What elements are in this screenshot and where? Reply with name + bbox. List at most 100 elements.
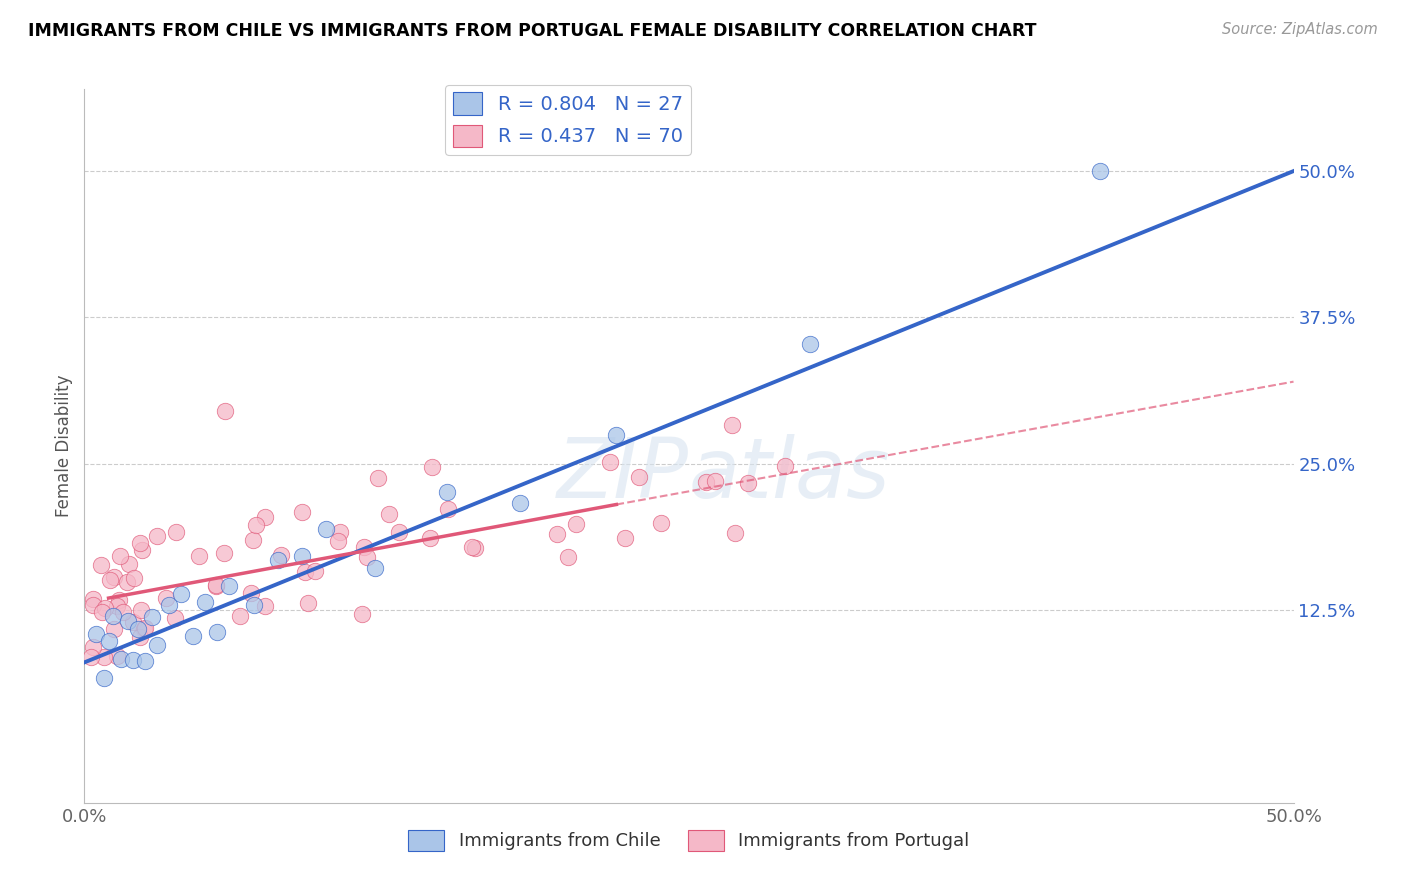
Point (90, 558, 112, 572)
Point (212, 546, 235, 560)
Point (187, 549, 209, 563)
Point (565, 516, 588, 531)
Point (121, 615, 143, 629)
Point (91, 605, 114, 619)
Text: Source: ZipAtlas.com: Source: ZipAtlas.com (1222, 22, 1378, 37)
Point (254, 509, 277, 524)
Point (132, 622, 155, 636)
Point (509, 496, 531, 510)
Point (436, 484, 458, 499)
Point (127, 622, 149, 636)
Point (86, 627, 108, 641)
Point (111, 605, 134, 619)
Point (134, 654, 156, 668)
Point (253, 599, 276, 613)
Point (103, 608, 125, 623)
Point (103, 570, 125, 584)
Point (82, 599, 104, 613)
Point (163, 611, 186, 625)
Text: atlas: atlas (689, 434, 890, 515)
Point (464, 541, 486, 556)
Point (724, 526, 747, 541)
Point (1088, 164, 1111, 178)
Point (165, 524, 187, 539)
Point (103, 622, 125, 636)
Point (82, 592, 104, 607)
Point (229, 608, 252, 623)
Point (79, 650, 101, 665)
Point (204, 579, 226, 593)
Point (134, 621, 156, 635)
Point (650, 516, 672, 530)
Point (242, 599, 264, 613)
Point (367, 471, 389, 485)
Point (93, 649, 115, 664)
Point (128, 630, 150, 644)
Point (82, 640, 104, 654)
Point (420, 459, 443, 474)
Point (108, 593, 131, 607)
Point (129, 603, 152, 617)
Point (108, 549, 131, 563)
Point (146, 529, 169, 543)
Point (105, 649, 128, 664)
Y-axis label: Female Disability: Female Disability (55, 375, 73, 517)
Point (245, 518, 267, 533)
Point (110, 652, 132, 666)
Point (100, 573, 122, 587)
Point (240, 585, 263, 599)
Point (704, 474, 727, 488)
Point (294, 565, 316, 579)
Point (326, 534, 349, 549)
Point (118, 557, 141, 571)
Point (437, 502, 460, 516)
Point (117, 615, 139, 629)
Text: IMMIGRANTS FROM CHILE VS IMMIGRANTS FROM PORTUGAL FEMALE DISABILITY CORRELATION : IMMIGRANTS FROM CHILE VS IMMIGRANTS FROM… (28, 22, 1036, 40)
Point (267, 553, 290, 567)
Legend: Immigrants from Chile, Immigrants from Portugal: Immigrants from Chile, Immigrants from P… (401, 822, 977, 858)
Point (207, 624, 229, 639)
Point (105, 599, 128, 614)
Point (131, 543, 153, 558)
Point (461, 540, 484, 554)
Point (799, 337, 821, 351)
Point (737, 476, 759, 491)
Point (695, 475, 717, 489)
Point (353, 540, 375, 554)
Point (363, 561, 385, 575)
Point (218, 579, 240, 593)
Point (270, 548, 292, 562)
Point (170, 587, 193, 601)
Point (122, 571, 145, 585)
Point (291, 505, 314, 519)
Point (155, 591, 177, 605)
Point (214, 404, 236, 418)
Point (115, 575, 138, 590)
Point (128, 536, 150, 550)
Point (388, 525, 411, 540)
Point (628, 470, 651, 484)
Point (605, 427, 627, 442)
Point (773, 458, 796, 473)
Point (242, 533, 264, 547)
Point (419, 531, 441, 545)
Point (356, 550, 378, 565)
Point (304, 564, 326, 578)
Point (94, 601, 117, 615)
Point (194, 594, 217, 608)
Point (350, 607, 373, 621)
Point (291, 549, 314, 564)
Text: ZIP: ZIP (557, 434, 689, 515)
Point (547, 527, 569, 541)
Point (315, 522, 337, 536)
Point (146, 638, 169, 652)
Point (557, 550, 579, 565)
Point (141, 610, 163, 624)
Point (329, 525, 352, 540)
Point (157, 598, 180, 612)
Point (721, 417, 744, 432)
Point (297, 596, 319, 610)
Point (599, 455, 621, 469)
Point (97, 633, 120, 648)
Point (93, 671, 115, 685)
